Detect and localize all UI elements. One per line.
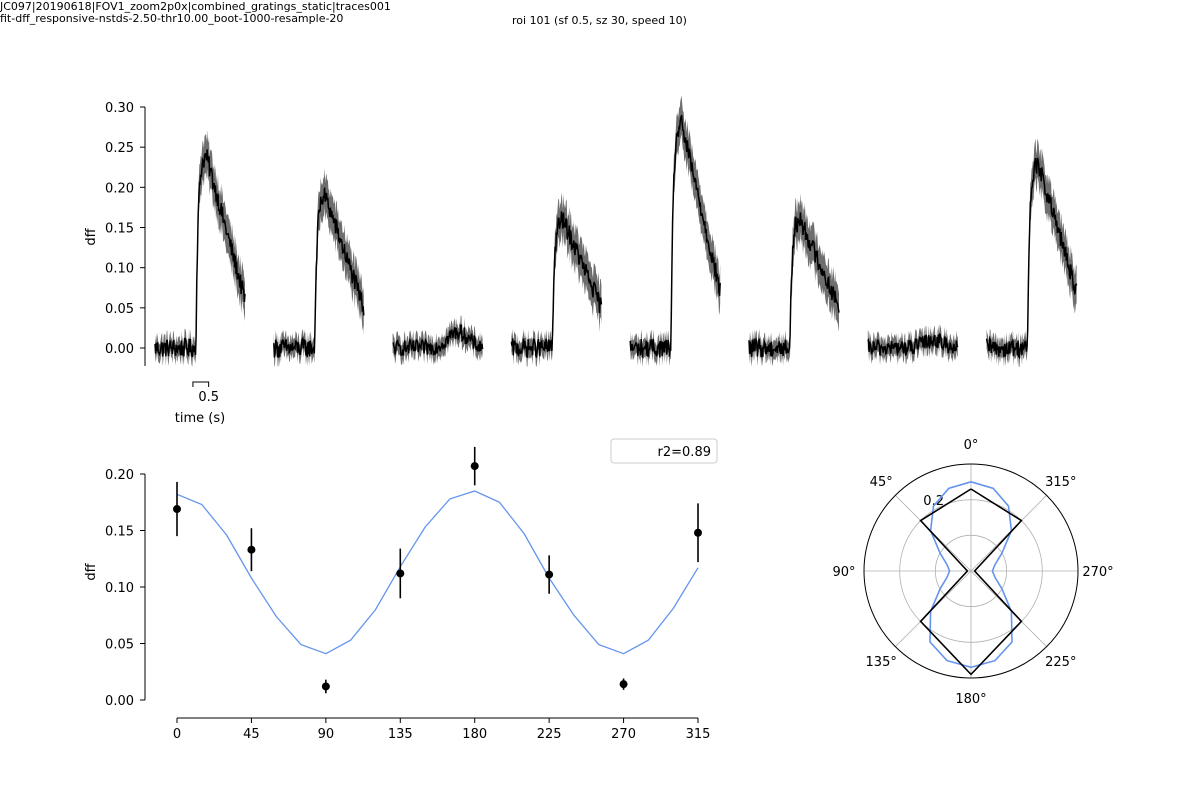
trace-mean-line-270	[867, 333, 959, 357]
polar-r-tick-label: 0.2	[923, 494, 944, 509]
tuning-y-label: dff	[84, 562, 99, 580]
polar-outer-ring	[863, 463, 1079, 679]
tuning-x-tick-label: 0	[173, 727, 181, 742]
traces-y-tick-label: 0.30	[105, 101, 134, 116]
polar-theta-label: 45°	[870, 475, 893, 490]
tuning-y-tick-label: 0.00	[105, 694, 134, 709]
time-scale-bar	[192, 381, 210, 387]
tuning-point-180	[470, 462, 479, 471]
tuning-point-135	[396, 569, 405, 578]
polar-theta-label: 225°	[1045, 655, 1076, 670]
tuning-fit-line	[176, 490, 699, 655]
tuning-legend-label: r2=0.89	[658, 445, 711, 460]
traces-y-tick-label: 0.00	[105, 342, 134, 357]
tuning-y-tick-label: 0.05	[105, 638, 134, 653]
trace-sem-band-315	[986, 138, 1077, 368]
time-scale-bar-xlabel: time (s)	[175, 411, 225, 426]
tuning-point-270	[619, 680, 628, 689]
trace-mean-line-90	[392, 324, 484, 357]
traces-panel: 0.00 0.05 0.10 0.15 0.20 0.25 0.30 dff 0.5 time (…	[84, 95, 1078, 426]
tuning-point-225	[545, 570, 554, 579]
figure-header-line1: JC097|20190618|FOV1_zoom2p0x|combined_gr…	[0, 0, 391, 13]
figure-center-title: roi 101 (sf 0.5, sz 30, speed 10)	[512, 14, 687, 27]
traces-y-tick-label: 0.25	[105, 141, 134, 156]
traces-y-tick-label: 0.10	[105, 262, 134, 277]
tuning-x-tick-label: 90	[318, 727, 335, 742]
tuning-x-tick-label: 270	[611, 727, 636, 742]
polar-data-line	[919, 488, 1023, 676]
tuning-x-tick-label: 180	[462, 727, 487, 742]
polar-theta-label: 90°	[832, 565, 855, 580]
tuning-legend-box	[610, 438, 718, 464]
traces-y-tick-label: 0.05	[105, 302, 134, 317]
tuning-curve-panel: 0.00 0.05 0.10 0.15 0.20 0 45 90 135 180 225 270 315…	[84, 438, 718, 742]
traces-y-tick-label: 0.15	[105, 222, 134, 237]
tuning-point-315	[694, 528, 702, 537]
polar-theta-label: 180°	[955, 692, 986, 707]
tuning-x-tick-label: 315	[686, 727, 711, 742]
trace-mean-line-45	[273, 187, 365, 359]
tuning-y-tick-label: 0.15	[105, 525, 134, 540]
tuning-y-tick-label: 0.20	[105, 468, 134, 483]
tuning-x-tick-label: 45	[243, 727, 260, 742]
trace-sem-band-45	[273, 168, 364, 368]
trace-mean-line-225	[748, 212, 840, 358]
polar-theta-label: 315°	[1045, 475, 1076, 490]
polar-plot-panel: 0.2 0° 45° 90° 135° 180° 225° 270° 315°	[832, 438, 1113, 707]
tuning-point-90	[321, 682, 330, 691]
trace-sem-band-0	[155, 130, 245, 367]
trace-mean-line-315	[985, 157, 1078, 360]
tuning-point-0	[173, 505, 181, 514]
polar-fit-line	[929, 481, 1013, 669]
trace-mean-line-135	[510, 211, 603, 359]
traces-y-label: dff	[84, 227, 99, 245]
tuning-x-tick-label: 135	[388, 727, 413, 742]
traces-y-tick-label: 0.20	[105, 181, 134, 196]
trace-mean-line-0	[154, 149, 246, 358]
figure-header-line2: fit-dff_responsive-nstds-2.50-thr10.00_b…	[0, 12, 344, 25]
tuning-y-tick-label: 0.10	[105, 581, 134, 596]
trace-sem-band-270	[867, 323, 958, 366]
trace-mean-line-180	[629, 114, 721, 358]
polar-theta-label: 270°	[1082, 565, 1113, 580]
tuning-point-45	[247, 545, 256, 554]
trace-sem-band-90	[392, 315, 483, 366]
polar-theta-label: 135°	[866, 655, 897, 670]
polar-theta-label: 0°	[964, 438, 979, 453]
time-scale-bar-label: 0.5	[198, 390, 219, 405]
tuning-x-tick-label: 225	[537, 727, 562, 742]
